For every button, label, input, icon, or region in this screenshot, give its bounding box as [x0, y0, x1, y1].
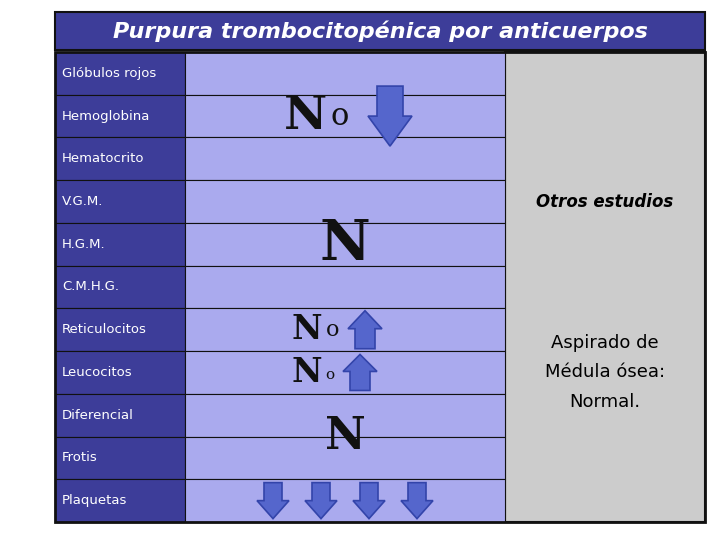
Text: o: o	[326, 319, 340, 341]
Bar	[55, 223, 185, 266]
Polygon shape	[401, 483, 433, 518]
Bar	[55, 52, 705, 522]
Text: C.M.H.G.: C.M.H.G.	[62, 280, 119, 294]
Text: N: N	[320, 217, 370, 272]
Text: Aspirado de
Médula ósea:
Normal.: Aspirado de Médula ósea: Normal.	[545, 334, 665, 410]
Bar	[185, 480, 505, 522]
Bar	[55, 351, 185, 394]
Bar	[55, 12, 705, 50]
Polygon shape	[305, 483, 337, 518]
Bar	[55, 308, 185, 351]
Text: N: N	[325, 415, 365, 458]
Text: Glóbulos rojos: Glóbulos rojos	[62, 67, 156, 80]
Polygon shape	[353, 483, 385, 518]
Polygon shape	[343, 354, 377, 390]
Text: N: N	[292, 313, 323, 346]
Bar	[55, 138, 185, 180]
Bar	[55, 52, 185, 94]
Bar	[505, 52, 705, 522]
Bar	[185, 138, 505, 180]
Text: Plaquetas: Plaquetas	[62, 494, 127, 507]
Text: Frotis: Frotis	[62, 451, 98, 464]
Text: Purpura trombocitopénica por anticuerpos: Purpura trombocitopénica por anticuerpos	[112, 20, 647, 42]
Bar	[55, 94, 185, 138]
Bar	[55, 180, 185, 223]
Text: Hematocrito: Hematocrito	[62, 152, 145, 165]
Bar	[185, 94, 505, 138]
Text: V.G.M.: V.G.M.	[62, 195, 104, 208]
Text: Leucocitos: Leucocitos	[62, 366, 132, 379]
Text: Otros estudios: Otros estudios	[536, 193, 674, 211]
Bar	[185, 180, 505, 223]
Bar	[185, 266, 505, 308]
Bar	[185, 308, 505, 351]
Text: H.G.M.: H.G.M.	[62, 238, 106, 251]
Bar	[55, 394, 185, 436]
Text: N: N	[292, 356, 323, 389]
Polygon shape	[348, 310, 382, 349]
Bar	[185, 223, 505, 266]
Bar	[55, 436, 185, 480]
Bar	[185, 394, 505, 436]
Bar	[185, 52, 505, 94]
Bar	[185, 351, 505, 394]
Text: N: N	[284, 93, 327, 139]
Text: o: o	[325, 368, 335, 382]
Polygon shape	[368, 86, 412, 146]
Bar	[55, 266, 185, 308]
Text: Reticulocitos: Reticulocitos	[62, 323, 147, 336]
Text: Diferencial: Diferencial	[62, 409, 134, 422]
Text: Hemoglobina: Hemoglobina	[62, 110, 150, 123]
Text: o: o	[330, 100, 349, 132]
Bar	[55, 480, 185, 522]
Bar	[185, 436, 505, 480]
Polygon shape	[257, 483, 289, 518]
